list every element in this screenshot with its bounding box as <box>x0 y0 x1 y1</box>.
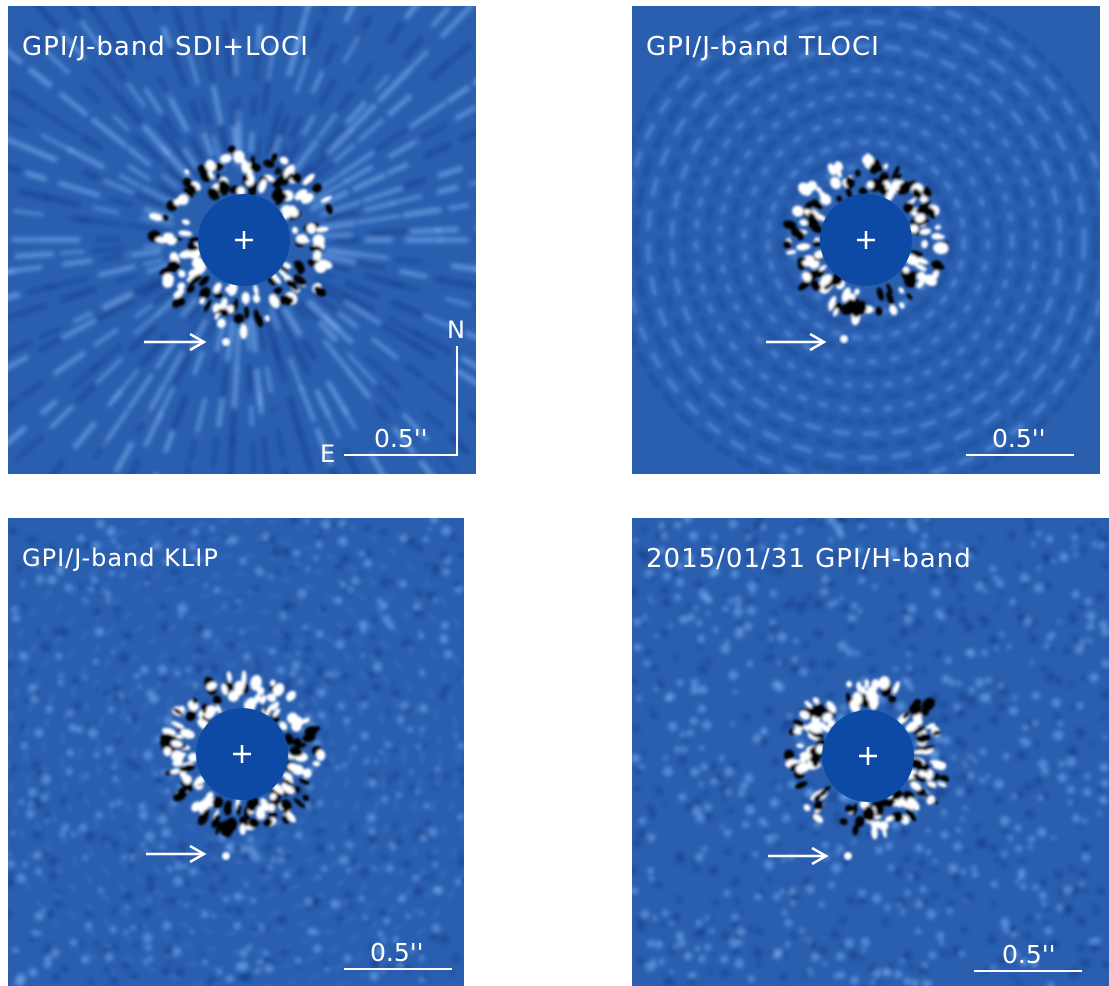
panel-h-band: 2015/01/31 GPI/H-band 0.5'' <box>632 518 1109 986</box>
h-band-image <box>632 518 1109 986</box>
panel-label: GPI/J-band SDI+LOCI <box>22 32 309 62</box>
panel-klip: GPI/J-band KLIP 0.5'' <box>8 518 464 986</box>
tloci-image <box>632 6 1100 474</box>
scale-bar <box>344 454 458 456</box>
panel-label: GPI/J-band TLOCI <box>646 32 880 62</box>
scale-label: 0.5'' <box>992 424 1046 453</box>
sdi-loci-image <box>8 6 476 474</box>
north-label: N <box>447 316 465 344</box>
scale-label: 0.5'' <box>374 424 428 453</box>
east-label: E <box>320 440 336 468</box>
scale-label: 0.5'' <box>370 938 424 967</box>
klip-image <box>8 518 464 986</box>
north-arrow-line <box>456 346 458 454</box>
scale-bar <box>966 454 1074 456</box>
panel-sdi-loci: GPI/J-band SDI+LOCI N E 0.5'' <box>8 6 476 474</box>
panel-tloci: GPI/J-band TLOCI 0.5'' <box>632 6 1100 474</box>
panel-label: GPI/J-band KLIP <box>22 544 219 572</box>
scale-label: 0.5'' <box>1002 940 1056 969</box>
scale-bar <box>974 970 1082 972</box>
scale-bar <box>344 968 452 970</box>
panel-label: 2015/01/31 GPI/H-band <box>646 544 972 574</box>
